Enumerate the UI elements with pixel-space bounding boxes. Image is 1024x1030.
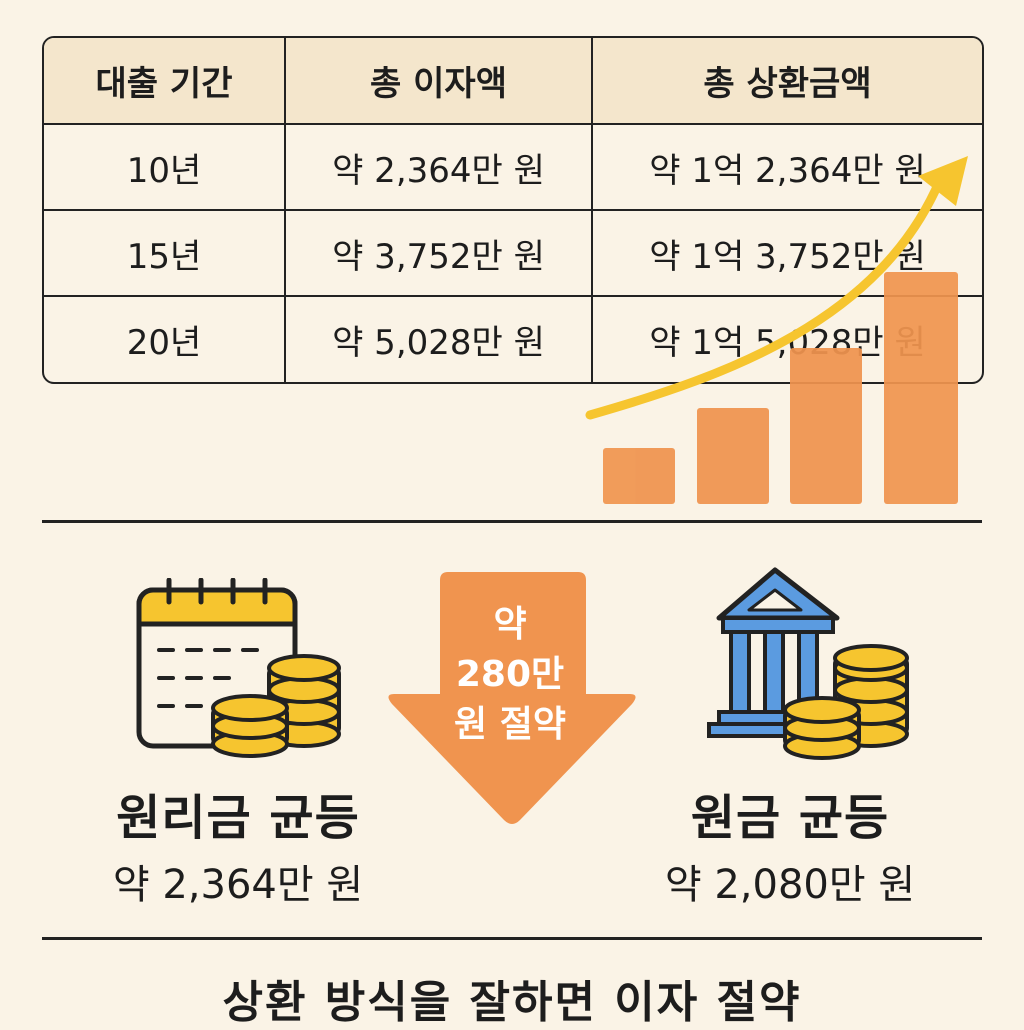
savings-label: 약 280만 원 절약	[420, 600, 600, 750]
cell-repayment: 약 1억 2,364만 원	[591, 123, 982, 211]
cell-period: 15년	[44, 209, 286, 297]
growth-bar	[697, 408, 769, 504]
growth-bar	[603, 448, 675, 504]
cell-interest: 약 2,364만 원	[284, 123, 593, 211]
method-name-equal-principal: 원금 균등	[690, 790, 890, 846]
trend-arrowhead-icon	[918, 156, 968, 206]
cell-period: 20년	[44, 295, 286, 382]
table-header-row: 대출 기간 총 이자액 총 상환금액	[44, 38, 982, 125]
growth-bar	[884, 272, 958, 504]
calendar-coins-icon	[136, 578, 341, 758]
loan-comparison-table: 대출 기간 총 이자액 총 상환금액 10년 약 2,364만 원 약 1억 2…	[42, 36, 984, 384]
method-amount-equal-principal: 약 2,080만 원	[664, 862, 916, 908]
growth-chart-illustration	[585, 156, 968, 504]
header-total-interest: 총 이자액	[284, 38, 593, 125]
divider	[42, 937, 982, 940]
cell-interest: 약 3,752만 원	[284, 209, 593, 297]
divider	[42, 520, 982, 523]
header-total-repayment: 총 상환금액	[591, 38, 982, 125]
down-arrow-icon	[388, 572, 636, 824]
cell-period: 10년	[44, 123, 286, 211]
table-row: 10년 약 2,364만 원 약 1억 2,364만 원	[44, 123, 982, 211]
method-amount-equal-payment: 약 2,364만 원	[112, 862, 364, 908]
bank-coins-icon	[707, 567, 909, 760]
header-loan-period: 대출 기간	[44, 38, 286, 125]
footer-message: 상환 방식을 잘하면 이자 절약	[222, 977, 802, 1028]
growth-bar	[790, 348, 862, 504]
savings-line-1: 약	[493, 604, 527, 645]
cell-interest: 약 5,028만 원	[284, 295, 593, 382]
savings-line-3: 원 절약	[454, 704, 566, 745]
method-name-equal-payment: 원리금 균등	[116, 790, 360, 846]
trend-arrow-icon	[585, 175, 945, 420]
savings-line-2: 280만	[455, 654, 565, 695]
